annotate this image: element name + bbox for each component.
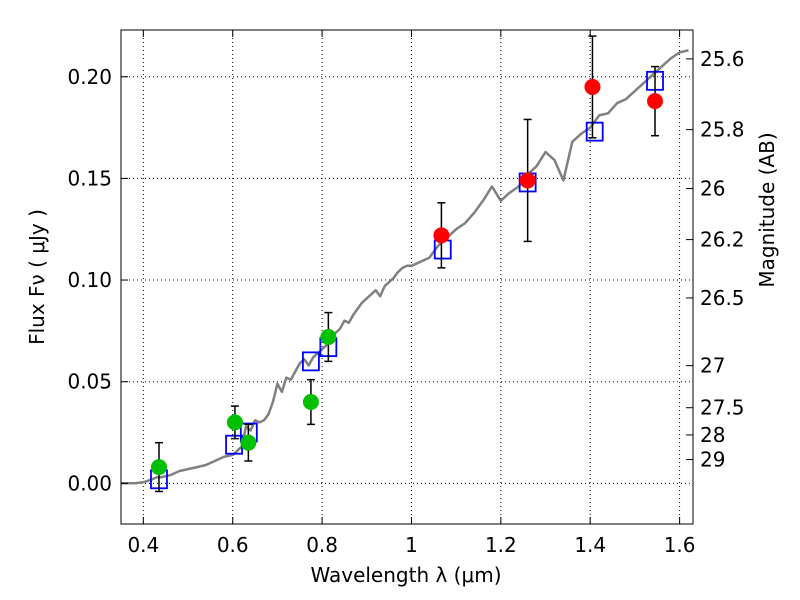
- line-layer: [121, 49, 689, 485]
- x-tick-label: 0.4: [127, 533, 159, 557]
- observed-flux-point: [320, 328, 337, 345]
- x-tick-label: 0.6: [217, 533, 249, 557]
- observed-flux-point: [647, 93, 664, 110]
- right-tick-label: 29: [700, 448, 725, 472]
- right-tick-label: 26.5: [700, 286, 745, 310]
- marker-layer: [150, 35, 664, 493]
- model-flux-square: [585, 121, 604, 142]
- right-tick-label: 25.6: [700, 47, 745, 71]
- observed-flux-point: [226, 414, 243, 431]
- tick-layer: 0.4 0.6 0.8 1 1.2 1.4 1.6 0.00 0.05 0.10 0.15 0.20 2…: [67, 30, 745, 557]
- x-tick-label: 0.8: [306, 533, 338, 557]
- x-tick-label: 1.4: [574, 533, 606, 557]
- y-tick-label: 0.15: [67, 166, 112, 190]
- right-tick-label: 28: [700, 423, 725, 447]
- model-flux-square: [433, 239, 452, 260]
- observed-flux-point: [150, 459, 167, 476]
- model-flux-square: [302, 351, 320, 372]
- y-tick-label: 0.20: [67, 65, 112, 89]
- x-axis-label: Wavelength λ (μm): [310, 563, 501, 587]
- right-tick-label: 27: [700, 354, 725, 378]
- y-tick-label: 0.10: [67, 268, 112, 292]
- observed-flux-point: [433, 227, 450, 244]
- y-axis-label: Flux Fν ( μJy ): [25, 209, 49, 345]
- observed-flux-point: [240, 434, 257, 451]
- x-tick-label: 1.2: [485, 533, 517, 557]
- right-tick-label: 26: [700, 177, 725, 201]
- plot-frame: [120, 29, 694, 525]
- model-spectrum-line: [121, 49, 689, 485]
- right-tick-label: 25.8: [700, 118, 745, 142]
- y-tick-label: 0.05: [67, 370, 112, 394]
- observed-flux-point: [584, 78, 601, 95]
- right-tick-label: 26.2: [700, 228, 745, 252]
- observed-flux-point: [519, 172, 536, 189]
- y-axis-right-label: Magnitude (AB): [755, 132, 779, 287]
- grid-layer: [121, 30, 693, 524]
- y-tick-label: 0.00: [67, 471, 112, 495]
- x-tick-label: 1: [405, 533, 418, 557]
- observed-flux-point: [302, 394, 319, 411]
- x-tick-label: 1.6: [664, 533, 696, 557]
- right-tick-label: 27.5: [700, 396, 745, 420]
